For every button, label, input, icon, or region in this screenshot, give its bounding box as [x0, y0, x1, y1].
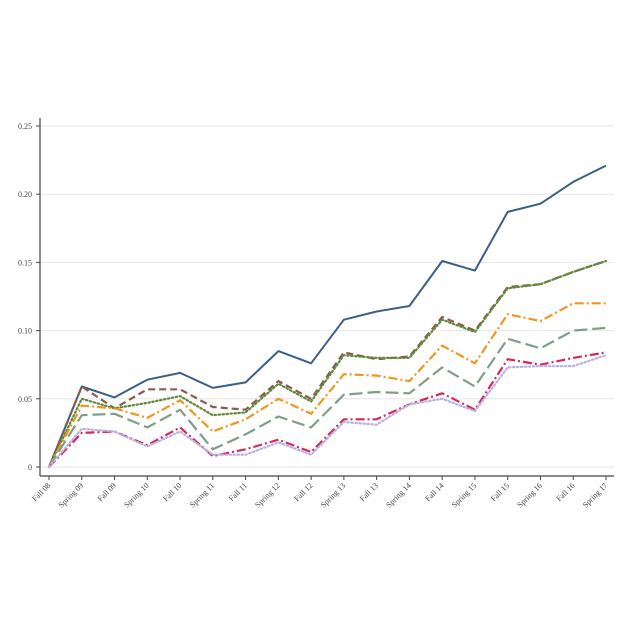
x-tick-label: Fall 10	[161, 481, 183, 503]
x-tick-label: Spring 14	[384, 481, 413, 510]
x-tick-label: Fall 12	[292, 481, 314, 503]
y-axis-ticks: 0 0.05 0.10 0.15 0.20 0.25	[18, 122, 40, 472]
y-tick-label: 0.15	[18, 258, 32, 267]
x-tick-label: Fall 13	[358, 481, 380, 503]
x-tick-label: Spring 16	[515, 481, 544, 510]
x-tick-label: Spring 11	[188, 481, 216, 509]
x-tick-label: Fall 11	[227, 481, 249, 503]
axes	[39, 118, 614, 477]
series-line-7	[47, 354, 608, 469]
x-tick-label: Spring 13	[319, 481, 348, 510]
series-line-2	[47, 259, 607, 468]
series-line-4	[48, 302, 606, 468]
x-axis-ticks: Fall 08 Spring 09 Fall 09 Spring 10 Fall 10 S…	[30, 476, 609, 510]
y-tick-label: 0	[28, 463, 32, 472]
x-tick-label: Fall 14	[423, 481, 445, 503]
x-tick-label: Fall 16	[554, 481, 576, 503]
x-tick-label: Spring 12	[253, 481, 282, 510]
series-lines	[47, 164, 608, 469]
x-tick-label: Spring 15	[450, 481, 479, 510]
series-line-3	[47, 259, 608, 469]
y-tick-label: 0.25	[18, 122, 32, 131]
x-tick-label: Fall 08	[30, 481, 52, 503]
y-tick-label: 0.10	[18, 327, 32, 336]
x-tick-label: Spring 09	[57, 481, 86, 510]
y-tick-label: 0.05	[18, 395, 32, 404]
series-line-5	[48, 326, 607, 468]
x-tick-label: Spring 17	[581, 481, 610, 510]
y-tick-label: 0.20	[18, 190, 32, 199]
gridlines	[40, 125, 614, 468]
x-tick-label: Spring 10	[122, 481, 151, 510]
x-tick-label: Fall 09	[96, 481, 118, 503]
x-tick-label: Fall 15	[489, 481, 511, 503]
series-line-1	[48, 164, 607, 468]
